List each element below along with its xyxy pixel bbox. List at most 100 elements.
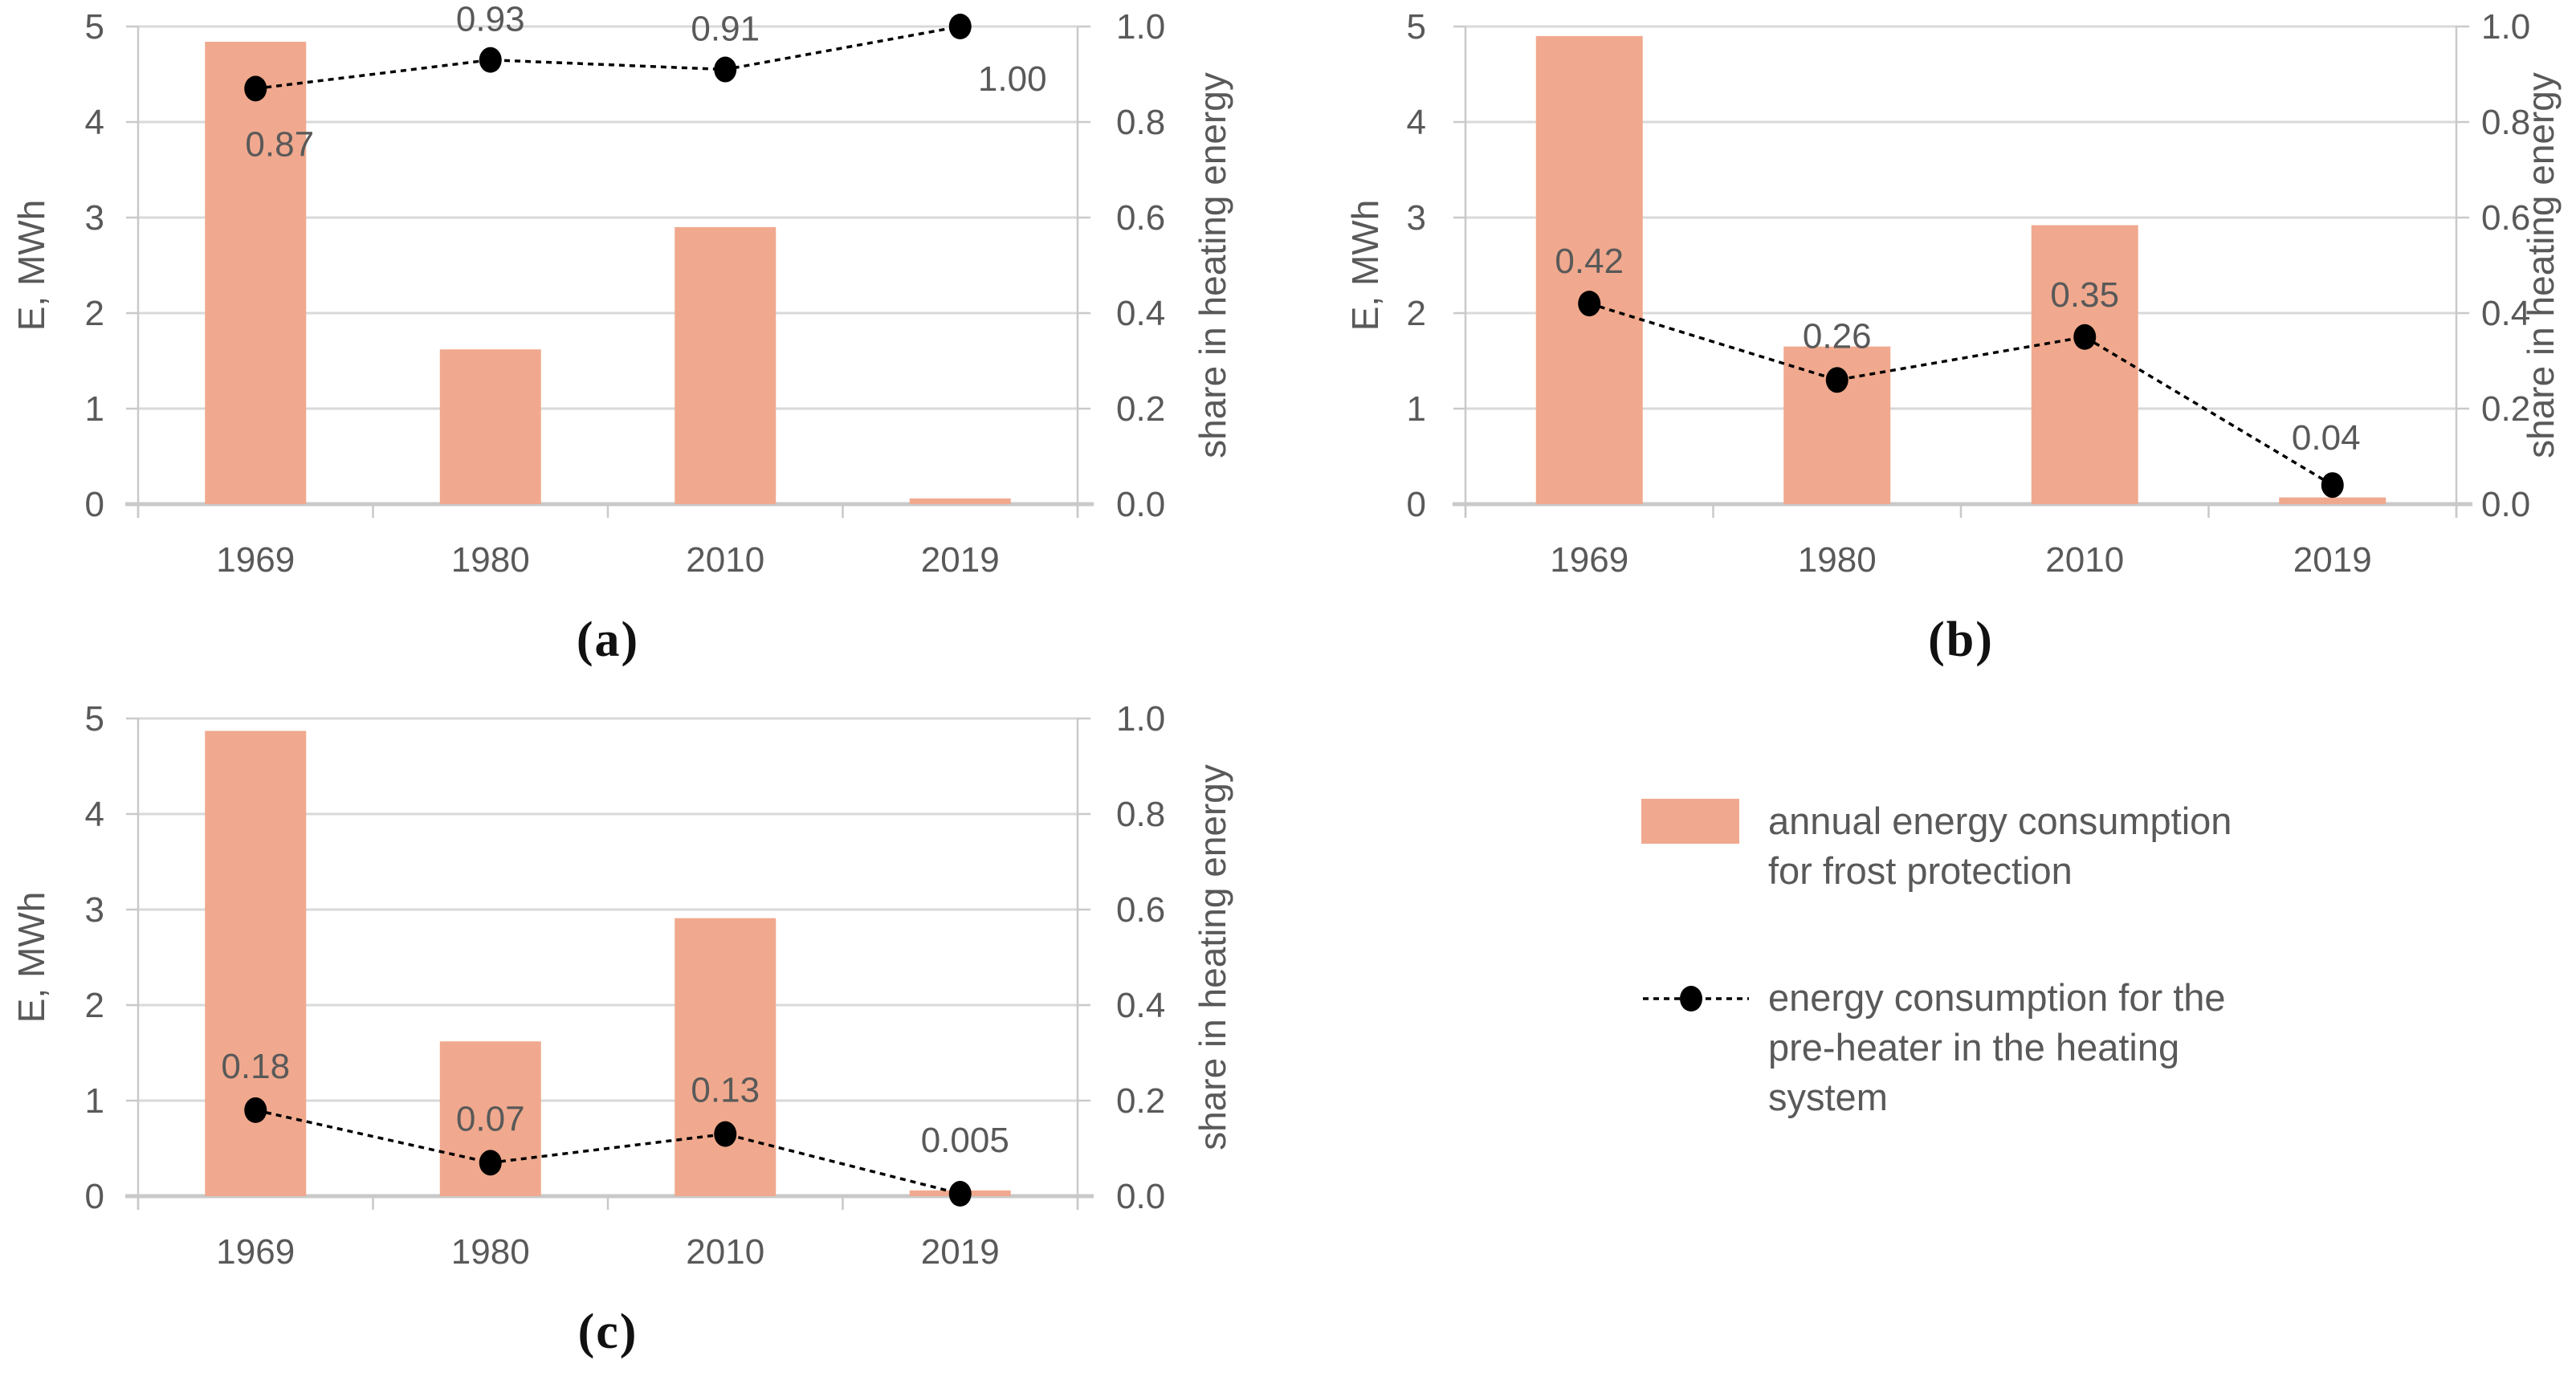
left-axis-tick-label: 5 xyxy=(1407,7,1426,47)
left-axis-title: E, MWh xyxy=(10,200,52,332)
x-axis-category-label: 2010 xyxy=(686,540,764,580)
bar-1980 xyxy=(439,349,541,504)
left-axis-tick-label: 0 xyxy=(1407,485,1426,524)
right-axis-tick-label: 0.2 xyxy=(1116,1081,1165,1121)
value-label: 0.005 xyxy=(921,1121,1009,1160)
value-label: 0.18 xyxy=(221,1047,290,1086)
left-axis-tick-label: 2 xyxy=(85,294,104,333)
legend-label-line: energy consumption for the pre-heater in… xyxy=(1768,976,2226,1118)
left-axis-tick-label: 3 xyxy=(85,198,104,238)
left-axis-title: E, MWh xyxy=(10,892,52,1024)
right-axis-tick-label: 1.0 xyxy=(1116,7,1165,47)
x-axis-category-label: 1969 xyxy=(216,1232,295,1272)
left-axis-tick-label: 1 xyxy=(85,389,104,429)
right-axis-title: share in heating energy xyxy=(1192,72,1233,458)
right-axis-tick-label: 0.6 xyxy=(1116,890,1165,930)
left-axis-tick-label: 5 xyxy=(85,699,104,739)
right-axis-tick-label: 0.4 xyxy=(1116,986,1165,1025)
data-point-1980 xyxy=(479,47,502,73)
left-axis-tick-label: 2 xyxy=(1407,294,1426,333)
value-label: 0.04 xyxy=(2292,418,2361,458)
data-point-2010 xyxy=(714,56,737,83)
data-point-2019 xyxy=(948,1181,972,1207)
right-axis-tick-label: 0.4 xyxy=(1116,294,1165,333)
data-point-1980 xyxy=(479,1150,502,1176)
right-axis-tick-label: 0.8 xyxy=(1116,103,1165,142)
legend-bar-swatch-icon xyxy=(1641,799,1739,844)
value-label: 1.00 xyxy=(978,59,1047,99)
legend: annual energy consumption for frost prot… xyxy=(1641,796,2282,1122)
left-axis-tick-label: 0 xyxy=(85,1177,104,1216)
data-point-2010 xyxy=(2073,324,2097,350)
value-label: 0.87 xyxy=(245,124,314,164)
right-axis-tick-label: 0.8 xyxy=(2481,103,2530,142)
right-axis-tick-label: 1.0 xyxy=(2481,7,2530,47)
bar-2010 xyxy=(2031,225,2138,504)
value-label: 0.26 xyxy=(1803,316,1872,356)
bar-2019 xyxy=(909,498,1011,504)
bar-1969 xyxy=(205,42,307,505)
bar-2010 xyxy=(675,226,776,504)
left-axis-tick-label: 3 xyxy=(85,890,104,930)
data-point-1969 xyxy=(1578,291,1601,317)
data-point-2019 xyxy=(948,14,972,39)
left-axis-tick-label: 2 xyxy=(85,986,104,1025)
data-point-1980 xyxy=(1825,367,1848,393)
legend-item-line: energy consumption for the pre-heater in… xyxy=(1641,973,2282,1122)
x-axis-category-label: 2010 xyxy=(686,1232,764,1272)
x-axis-category-label: 1969 xyxy=(216,540,295,580)
value-label: 0.91 xyxy=(691,10,760,49)
value-label: 0.13 xyxy=(691,1071,760,1110)
x-axis-category-label: 1969 xyxy=(1550,540,1628,580)
left-axis-tick-label: 3 xyxy=(1407,198,1426,238)
left-axis-tick-label: 0 xyxy=(85,485,104,524)
left-axis-title: E, MWh xyxy=(1344,200,1386,332)
right-axis-tick-label: 0.2 xyxy=(2481,389,2530,429)
x-axis-category-label: 2019 xyxy=(921,540,1000,580)
value-label: 0.35 xyxy=(2050,275,2119,315)
right-axis-tick-label: 0.6 xyxy=(2481,198,2530,238)
legend-line-marker-icon xyxy=(1643,986,1749,1012)
bar-2010 xyxy=(675,918,776,1196)
x-axis-category-label: 2019 xyxy=(921,1232,1000,1272)
data-point-2010 xyxy=(714,1121,737,1147)
right-axis-title: share in heating energy xyxy=(2520,72,2562,458)
chart-a: 0.87 0.93 0.91 1.00 0 1 2 3 4 5 0.0 0.2 0.4 0.6 0.8 1.0… xyxy=(10,0,1233,580)
chart-b-cell: 0.42 0.26 0.35 0.04 0 1 2 3 4 5 0.0 0.2 0.4 0.6 0.8 1.0… xyxy=(1288,0,2576,692)
chart-b: 0.42 0.26 0.35 0.04 0 1 2 3 4 5 0.0 0.2 0.4 0.6 0.8 1.0… xyxy=(1344,7,2562,580)
left-axis-tick-label: 1 xyxy=(85,1081,104,1121)
data-point-1969 xyxy=(244,1097,267,1123)
left-axis-tick-label: 4 xyxy=(85,795,104,834)
right-axis-tick-label: 0.0 xyxy=(1116,1177,1165,1216)
series-line xyxy=(255,25,961,91)
left-axis-tick-label: 5 xyxy=(85,7,104,47)
chart-b-caption: (b) xyxy=(1928,613,1994,667)
legend-item-bars: annual energy consumption for frost prot… xyxy=(1641,796,2282,896)
x-axis-category-label: 1980 xyxy=(451,1232,530,1272)
data-point-2019 xyxy=(2321,472,2344,499)
chart-a-cell: 0.87 0.93 0.91 1.00 0 1 2 3 4 5 0.0 0.2 0.4 0.6 0.8 1.0… xyxy=(0,0,1288,692)
x-axis-category-label: 1980 xyxy=(1798,540,1877,580)
right-axis-tick-label: 0.0 xyxy=(2481,485,2530,524)
bar-2019 xyxy=(2279,497,2386,504)
chart-c-caption: (c) xyxy=(577,1305,638,1359)
value-label: 0.93 xyxy=(456,0,525,39)
right-axis-tick-label: 0.6 xyxy=(1116,198,1165,238)
left-axis-tick-label: 4 xyxy=(1407,103,1426,142)
x-axis-category-label: 1980 xyxy=(451,540,530,580)
right-axis-tick-label: 1.0 xyxy=(1116,699,1165,739)
chart-c: 0.18 0.07 0.13 0.005 0 1 2 3 4 5 0.0 0.2 0.4 0.6 0.8 1.… xyxy=(10,699,1233,1272)
x-axis-category-label: 2019 xyxy=(2293,540,2372,580)
x-axis-category-label: 2010 xyxy=(2045,540,2124,580)
right-axis-title: share in heating energy xyxy=(1192,764,1233,1150)
right-axis-tick-label: 0.2 xyxy=(1116,389,1165,429)
series-line xyxy=(255,1109,961,1195)
legend-label-bars: annual energy consumption for frost prot… xyxy=(1768,800,2232,892)
bar-1969 xyxy=(205,731,307,1196)
legend-cell: annual energy consumption for frost prot… xyxy=(1288,692,2576,1384)
chart-c-cell: 0.18 0.07 0.13 0.005 0 1 2 3 4 5 0.0 0.2 0.4 0.6 0.8 1.… xyxy=(0,692,1288,1384)
right-axis-tick-label: 0.4 xyxy=(2481,294,2530,333)
chart-a-caption: (a) xyxy=(576,613,640,667)
bar-1969 xyxy=(1535,35,1643,504)
